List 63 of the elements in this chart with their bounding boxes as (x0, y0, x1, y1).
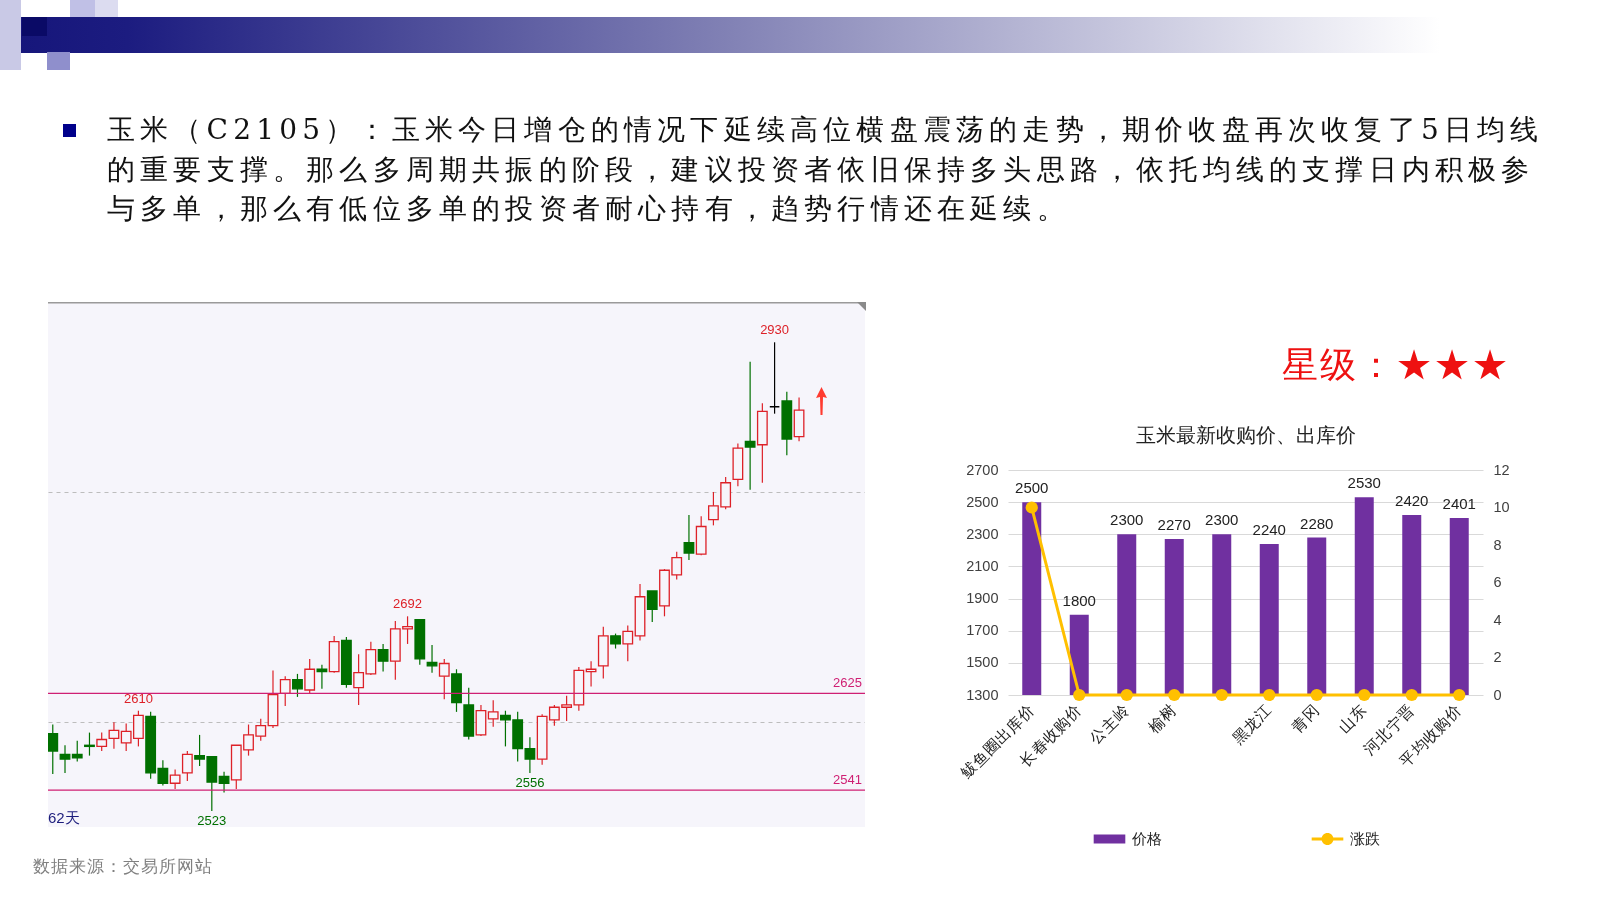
text: 2523 (197, 812, 227, 828)
ref-line-label: 2541 (833, 772, 862, 788)
x-tick-label: 黑龙江 (1228, 701, 1276, 748)
text: 2930 (760, 322, 790, 338)
data-label: 2240 (1252, 520, 1286, 538)
y2-tick-label: 10 (1493, 499, 1510, 515)
y-tick-label: 2700 (966, 461, 999, 478)
candlestick (48, 723, 59, 775)
data-label: 2420 (1395, 492, 1429, 509)
candlestick (279, 675, 291, 707)
legend-label: 价格 (1130, 830, 1162, 848)
candlestick (769, 341, 781, 415)
legend-label: 涨跌 (1349, 830, 1380, 848)
candlestick (646, 590, 658, 623)
chart-title: 玉米最新收购价、出库价 (1135, 423, 1356, 447)
x-tick-label: 榆树 (1145, 701, 1181, 737)
data-label: 2300 (1110, 511, 1144, 529)
x-tick-label: 公主岭 (1086, 701, 1134, 748)
source-note: 数据来源：交易所网站 (33, 855, 213, 878)
candlestick (181, 750, 193, 782)
candlestick (218, 771, 230, 794)
y2-tick-label: 0 (1493, 686, 1502, 703)
candlestick (59, 744, 71, 774)
data-label: 2280 (1300, 514, 1334, 532)
x-tick-label: 青冈 (1287, 701, 1324, 737)
candlestick (377, 643, 389, 673)
y-tick-label: 2300 (966, 525, 999, 542)
ref-line-label: 2625 (833, 675, 862, 691)
y-tick-label: 1500 (966, 654, 999, 671)
y2-tick-label: 6 (1493, 574, 1502, 590)
text: 2556 (515, 774, 545, 790)
candlestick (71, 740, 83, 762)
candlestick (744, 361, 756, 491)
candlestick (304, 658, 316, 695)
candlestick (622, 624, 634, 662)
annotation: 62天 (48, 809, 80, 826)
y-tick-label: 2100 (966, 557, 999, 574)
y2-tick-label: 4 (1493, 611, 1502, 628)
y2-tick-label: 12 (1493, 461, 1510, 478)
y-tick-label: 1700 (966, 622, 999, 639)
data-label: 2530 (1347, 474, 1381, 492)
candlestick (108, 721, 120, 750)
candlestick (438, 658, 450, 700)
data-label: 1800 (1062, 591, 1096, 609)
data-label: 2270 (1157, 516, 1191, 534)
data-label: 2401 (1442, 495, 1476, 513)
candlestick (292, 673, 303, 698)
y-tick-label: 2500 (966, 493, 999, 510)
x-tick-label: 山东 (1335, 701, 1371, 737)
y-tick-label: 1300 (966, 686, 999, 703)
data-label: 2300 (1205, 511, 1239, 529)
candlestick (683, 514, 695, 561)
candlestick (487, 699, 499, 728)
y2-tick-label: 8 (1493, 536, 1502, 553)
y2-tick-label: 2 (1493, 649, 1502, 665)
text: 2692 (393, 596, 423, 612)
y-tick-label: 1900 (966, 590, 999, 607)
text: 2610 (123, 690, 153, 706)
candlestick (169, 768, 181, 790)
data-label: 2500 (1015, 479, 1049, 497)
text: 星级：★★★ (1282, 343, 1510, 387)
chart-title: 玉米（C2105）：玉米今日增仓的情况下延续高位横盘震荡的走势，期价收盘再次收复了5日均线的重要支撑。那么多周期共振的阶段，建议投资者依旧保持多头思路，依托均线的支撑日内积极参与多单，那么有低位多单的投资者耐心持有，趋势行情还在延续。 (107, 112, 1545, 227)
candlestick (96, 731, 108, 752)
